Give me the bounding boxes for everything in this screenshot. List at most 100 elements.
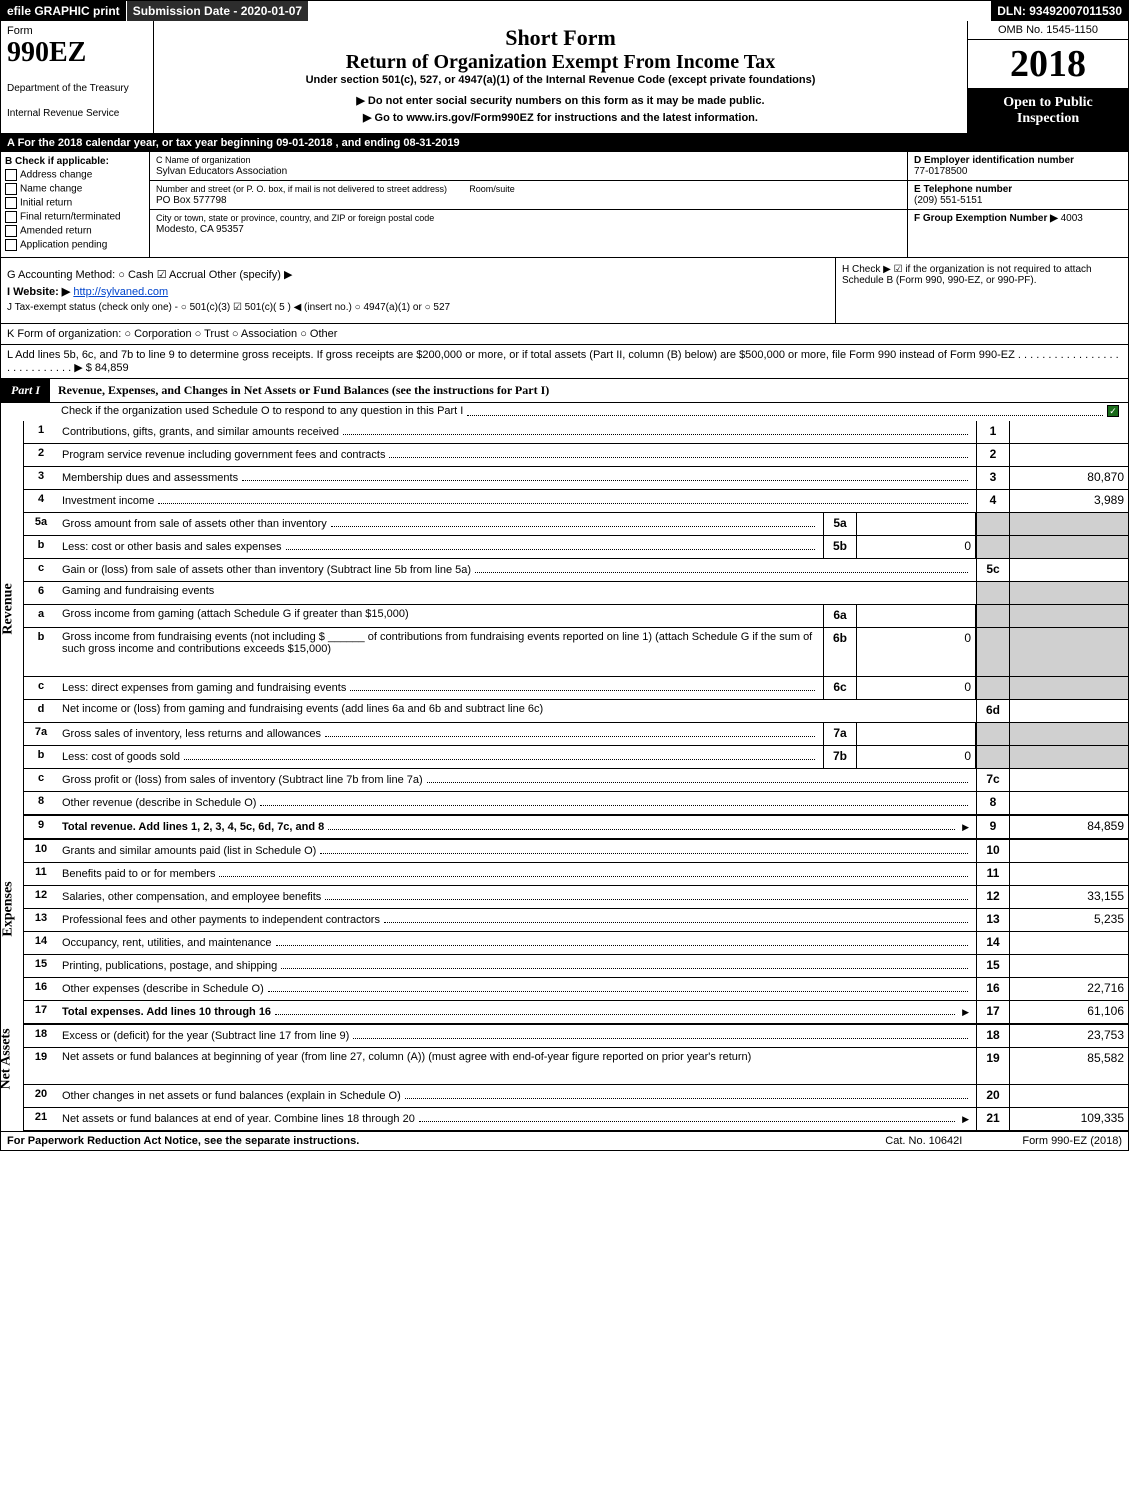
org-name-row: C Name of organization Sylvan Educators …	[150, 152, 907, 181]
spacer	[309, 1, 991, 21]
chk-name[interactable]: Name change	[5, 183, 145, 195]
line-9: 9 Total revenue. Add lines 1, 2, 3, 4, 5…	[24, 815, 1128, 839]
i-line: I Website: ▶ http://sylvaned.com	[7, 285, 829, 298]
chk-amended[interactable]: Amended return	[5, 225, 145, 237]
lines-column: 1 Contributions, gifts, grants, and simi…	[24, 421, 1128, 1131]
phone-row: E Telephone number (209) 551-5151	[908, 181, 1128, 210]
line-1: 1 Contributions, gifts, grants, and simi…	[24, 421, 1128, 444]
line-5c: c Gain or (loss) from sale of assets oth…	[24, 559, 1128, 582]
chk-address[interactable]: Address change	[5, 169, 145, 181]
line-15: 15 Printing, publications, postage, and …	[24, 955, 1128, 978]
j-line: J Tax-exempt status (check only one) - ○…	[7, 302, 829, 313]
ein-value: 77-0178500	[914, 166, 967, 177]
group-row: F Group Exemption Number ▶ 4003	[908, 210, 1128, 227]
phone-value: (209) 551-5151	[914, 195, 982, 206]
room-label: Room/suite	[469, 184, 515, 194]
i-label: I Website: ▶	[7, 286, 70, 298]
k-line: K Form of organization: ○ Corporation ○ …	[1, 324, 1128, 345]
main-table: Revenue Expenses Net Assets 1 Contributi…	[1, 421, 1128, 1131]
footer-left: For Paperwork Reduction Act Notice, see …	[7, 1135, 885, 1147]
tab-netassets: Net Assets	[0, 1028, 15, 1089]
dotted-leader	[467, 405, 1103, 416]
ein-row: D Employer identification number 77-0178…	[908, 152, 1128, 181]
header-right: OMB No. 1545-1150 2018 Open to Public In…	[967, 21, 1128, 133]
line-4: 4 Investment income 4 3,989	[24, 490, 1128, 513]
street-row: Number and street (or P. O. box, if mail…	[150, 181, 907, 210]
line-6c: c Less: direct expenses from gaming and …	[24, 677, 1128, 700]
line-16: 16 Other expenses (describe in Schedule …	[24, 978, 1128, 1001]
under-section: Under section 501(c), 527, or 4947(a)(1)…	[158, 74, 963, 86]
line-14: 14 Occupancy, rent, utilities, and maint…	[24, 932, 1128, 955]
line-6: 6 Gaming and fundraising events	[24, 582, 1128, 605]
chk-initial[interactable]: Initial return	[5, 197, 145, 209]
part1-subtitle: Check if the organization used Schedule …	[61, 405, 463, 417]
group-label: F Group Exemption Number ▶	[914, 213, 1058, 224]
line-7c: c Gross profit or (loss) from sales of i…	[24, 769, 1128, 792]
omb-number: OMB No. 1545-1150	[968, 21, 1128, 40]
group-value: 4003	[1061, 213, 1083, 224]
line-7a: 7a Gross sales of inventory, less return…	[24, 723, 1128, 746]
line-21: 21 Net assets or fund balances at end of…	[24, 1108, 1128, 1131]
chk-pending[interactable]: Application pending	[5, 239, 145, 251]
box-b-title: B Check if applicable:	[5, 156, 145, 167]
info-row: B Check if applicable: Address change Na…	[1, 152, 1128, 258]
irs-label: Internal Revenue Service	[7, 108, 147, 119]
ghij-left: G Accounting Method: ○ Cash ☑ Accrual Ot…	[1, 258, 835, 323]
line-11: 11 Benefits paid to or for members 11	[24, 863, 1128, 886]
submission-date: Submission Date - 2020-01-07	[127, 1, 309, 21]
line-18: 18 Excess or (deficit) for the year (Sub…	[24, 1024, 1128, 1048]
line-19: 19 Net assets or fund balances at beginn…	[24, 1048, 1128, 1085]
chk-final[interactable]: Final return/terminated	[5, 211, 145, 223]
header-left: Form 990EZ Department of the Treasury In…	[1, 21, 154, 133]
line-12: 12 Salaries, other compensation, and emp…	[24, 886, 1128, 909]
part1-title: Revenue, Expenses, and Changes in Net As…	[50, 379, 1128, 402]
org-name-label: C Name of organization	[156, 155, 251, 165]
h-line: H Check ▶ ☑ if the organization is not r…	[835, 258, 1128, 323]
short-form-title: Short Form	[158, 25, 963, 51]
ein-label: D Employer identification number	[914, 155, 1074, 166]
line-10: 10 Grants and similar amounts paid (list…	[24, 839, 1128, 863]
efile-button[interactable]: efile GRAPHIC print	[1, 1, 127, 21]
box-c: C Name of organization Sylvan Educators …	[150, 152, 908, 257]
tab-expenses: Expenses	[1, 881, 17, 936]
form-number: 990EZ	[7, 37, 147, 69]
line-17: 17 Total expenses. Add lines 10 through …	[24, 1001, 1128, 1024]
line-5a: 5a Gross amount from sale of assets othe…	[24, 513, 1128, 536]
ghij-row: G Accounting Method: ○ Cash ☑ Accrual Ot…	[1, 258, 1128, 324]
header-row: Form 990EZ Department of the Treasury In…	[1, 21, 1128, 134]
go-to-link[interactable]: ▶ Go to www.irs.gov/Form990EZ for instru…	[158, 111, 963, 124]
department-label: Department of the Treasury	[7, 83, 147, 94]
city-value: Modesto, CA 95357	[156, 224, 244, 235]
city-row: City or town, state or province, country…	[150, 210, 907, 238]
org-name: Sylvan Educators Association	[156, 166, 287, 177]
form-label: Form	[7, 25, 147, 37]
line-13: 13 Professional fees and other payments …	[24, 909, 1128, 932]
city-label: City or town, state or province, country…	[156, 213, 434, 223]
footer-right: Form 990-EZ (2018)	[1022, 1135, 1122, 1147]
form-990ez-container: efile GRAPHIC print Submission Date - 20…	[0, 0, 1129, 1151]
side-tabs: Revenue Expenses Net Assets	[1, 421, 24, 1131]
part1-subtitle-row: Check if the organization used Schedule …	[1, 403, 1128, 421]
footer-row: For Paperwork Reduction Act Notice, see …	[1, 1131, 1128, 1150]
do-not-enter: ▶ Do not enter social security numbers o…	[158, 94, 963, 107]
line-5b: b Less: cost or other basis and sales ex…	[24, 536, 1128, 559]
line-8: 8 Other revenue (describe in Schedule O)…	[24, 792, 1128, 815]
l-line: L Add lines 5b, 6c, and 7b to line 9 to …	[1, 345, 1128, 379]
line-2: 2 Program service revenue including gove…	[24, 444, 1128, 467]
g-line: G Accounting Method: ○ Cash ☑ Accrual Ot…	[7, 268, 829, 281]
header-center: Short Form Return of Organization Exempt…	[154, 21, 967, 133]
part1-header: Part I Revenue, Expenses, and Changes in…	[1, 379, 1128, 403]
footer-center: Cat. No. 10642I	[885, 1135, 962, 1147]
box-b: B Check if applicable: Address change Na…	[1, 152, 150, 257]
schedule-o-checkbox[interactable]	[1107, 405, 1119, 417]
website-link[interactable]: http://sylvaned.com	[73, 286, 168, 298]
line-3: 3 Membership dues and assessments 3 80,8…	[24, 467, 1128, 490]
tab-revenue: Revenue	[1, 583, 17, 634]
line-20: 20 Other changes in net assets or fund b…	[24, 1085, 1128, 1108]
part1-label: Part I	[1, 379, 50, 402]
return-title: Return of Organization Exempt From Incom…	[158, 51, 963, 74]
dln-number: DLN: 93492007011530	[991, 1, 1128, 21]
phone-label: E Telephone number	[914, 184, 1012, 195]
street-label: Number and street (or P. O. box, if mail…	[156, 184, 447, 194]
line-6d: d Net income or (loss) from gaming and f…	[24, 700, 1128, 723]
